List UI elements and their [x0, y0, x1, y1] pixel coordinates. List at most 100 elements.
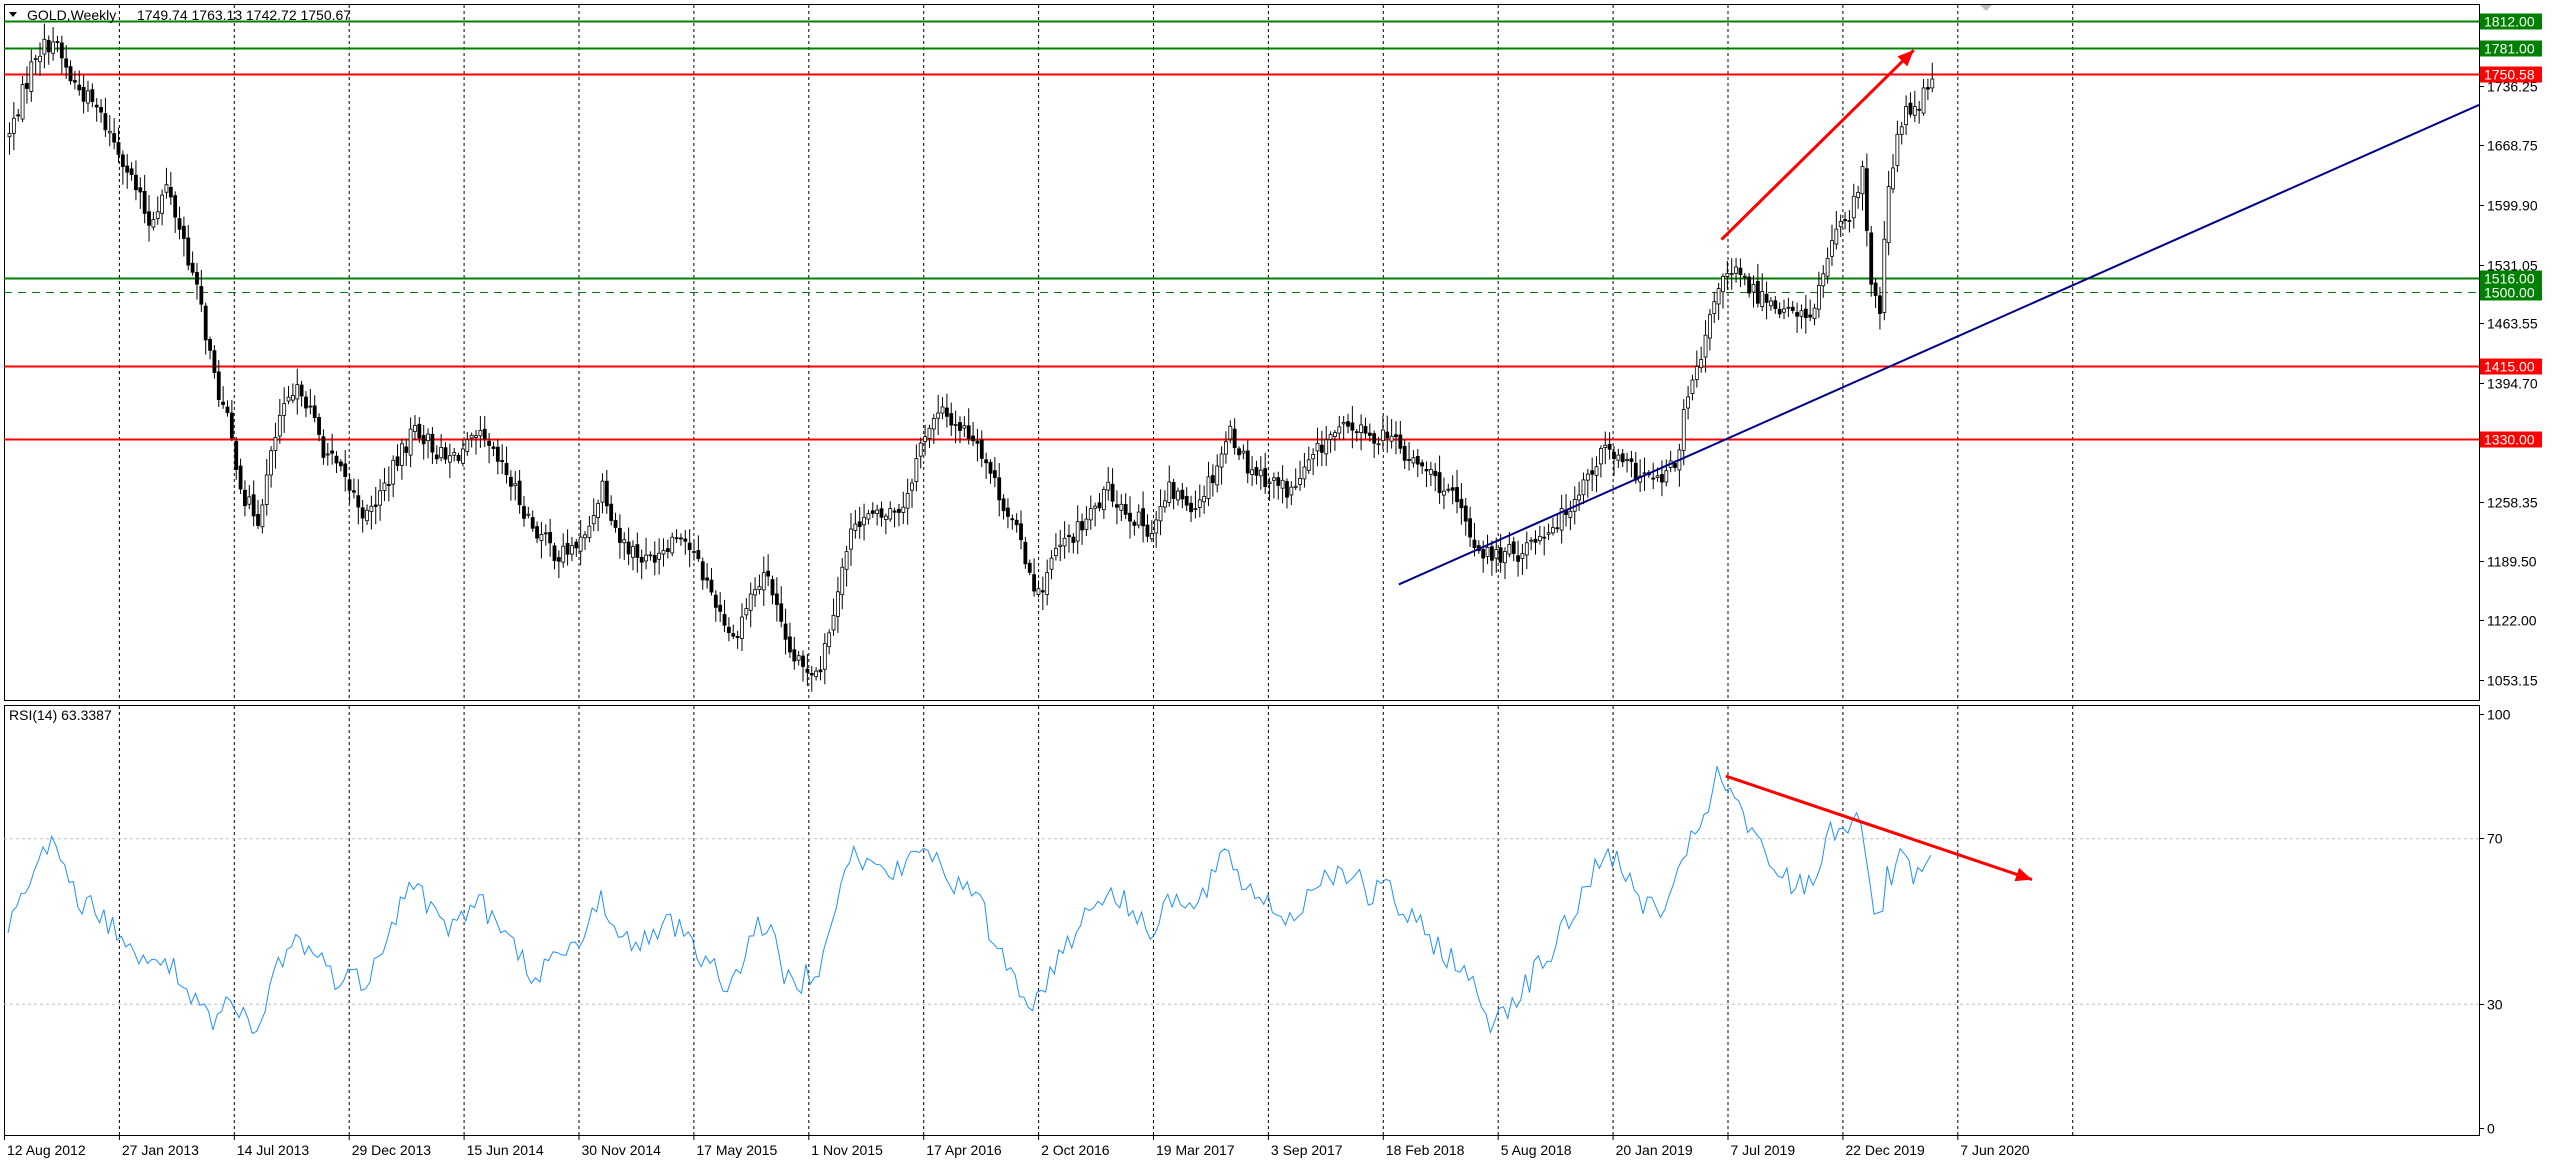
- candle-body: [718, 604, 723, 612]
- candle-body: [1891, 167, 1895, 190]
- candle-body: [1507, 543, 1512, 555]
- shift-marker-icon[interactable]: [1980, 5, 1992, 11]
- candle-body: [639, 556, 644, 563]
- candle-body: [334, 455, 339, 464]
- candle-body: [1184, 496, 1189, 506]
- candle-body: [1782, 308, 1786, 313]
- candle-body: [151, 219, 156, 228]
- candle-body: [1612, 451, 1616, 460]
- candle-body: [953, 424, 958, 426]
- candle-body: [1289, 486, 1294, 496]
- candle-body: [1333, 432, 1337, 437]
- candle-body: [94, 104, 99, 108]
- candle-body: [1860, 166, 1865, 195]
- candle-body: [966, 425, 971, 439]
- candle-body: [256, 513, 260, 526]
- candle-body: [286, 396, 291, 402]
- candle-body: [931, 418, 936, 430]
- candle-body: [160, 194, 165, 214]
- candle-body: [570, 545, 574, 555]
- x-tick-label: 20 Jan 2019: [1616, 1142, 1693, 1158]
- candle-body: [1873, 282, 1878, 296]
- candle-body: [1363, 425, 1368, 434]
- candle-body: [897, 508, 901, 513]
- candle-body: [16, 114, 21, 117]
- candle-body: [831, 614, 836, 631]
- level-label-box: [2480, 358, 2542, 375]
- candle-body: [1716, 288, 1721, 305]
- candle-body: [1795, 312, 1799, 317]
- candle-body: [1080, 521, 1084, 531]
- candle-body: [1690, 379, 1695, 394]
- candle-body: [1594, 466, 1599, 476]
- candle-body: [1878, 295, 1882, 314]
- candle-body: [356, 495, 361, 508]
- candle-body: [674, 537, 679, 540]
- candle-body: [1773, 300, 1778, 309]
- candle-body: [465, 439, 470, 452]
- candle-body: [958, 422, 962, 431]
- candle-body: [962, 425, 967, 429]
- candle-body: [687, 542, 692, 551]
- candle-body: [591, 515, 596, 525]
- candle-body: [1285, 481, 1289, 498]
- candle-body: [312, 405, 317, 419]
- rsi-divergence-arrow-head: [2014, 867, 2032, 882]
- candle-body: [879, 508, 884, 518]
- candle-body: [1581, 479, 1586, 496]
- level-label-box: [2480, 13, 2542, 30]
- candle-body: [7, 133, 12, 138]
- candle-body: [927, 427, 932, 439]
- candle-body: [452, 452, 457, 456]
- collapse-triangle-icon[interactable]: [9, 12, 17, 17]
- candle-body: [622, 539, 627, 544]
- candle-body: [1071, 536, 1076, 543]
- candle-body: [1311, 454, 1316, 460]
- candle-body: [1786, 306, 1791, 309]
- candle-body: [99, 107, 103, 113]
- candle-body: [1075, 521, 1080, 542]
- candle-body: [369, 505, 374, 512]
- candle-body: [613, 520, 618, 528]
- candle-body: [1189, 502, 1193, 513]
- candle-body: [1926, 87, 1930, 90]
- candle-body: [1245, 450, 1250, 474]
- candle-body: [42, 38, 47, 55]
- candle-body: [1167, 481, 1172, 503]
- candle-body: [1006, 507, 1010, 517]
- candle-body: [997, 477, 1002, 501]
- candle-body: [652, 555, 657, 563]
- candle-body: [1747, 276, 1752, 294]
- candle-body: [107, 130, 112, 134]
- candle-body: [1721, 275, 1725, 293]
- candle-body: [1389, 435, 1394, 442]
- candle-body: [1123, 504, 1128, 515]
- candle-body: [478, 430, 483, 437]
- candle-body: [1258, 469, 1263, 477]
- candle-body: [277, 414, 282, 437]
- candle-body: [1755, 281, 1760, 304]
- candle-body: [1197, 499, 1202, 508]
- candle-body: [901, 506, 906, 513]
- candle-body: [1367, 432, 1372, 436]
- candle-body: [330, 450, 335, 454]
- price-pane[interactable]: [4, 4, 2480, 701]
- candle-body: [1904, 106, 1908, 126]
- y-tick-label: 1258.35: [2487, 495, 2538, 511]
- rsi-pane[interactable]: [4, 705, 2480, 1136]
- candle-body: [892, 510, 897, 513]
- candle-body: [1163, 500, 1167, 508]
- candle-body: [1219, 453, 1224, 468]
- candle-body: [1546, 532, 1551, 535]
- candle-body: [352, 490, 356, 493]
- candle-body: [696, 550, 701, 560]
- level-label-text: 1516.00: [2484, 271, 2535, 287]
- x-tick-label: 17 May 2015: [696, 1142, 777, 1158]
- candle-body: [1751, 283, 1756, 293]
- candle-body: [1455, 487, 1459, 503]
- candle-body: [1498, 547, 1503, 563]
- candle-body: [1315, 442, 1320, 452]
- candle-body: [365, 509, 369, 522]
- candle-body: [1093, 505, 1098, 509]
